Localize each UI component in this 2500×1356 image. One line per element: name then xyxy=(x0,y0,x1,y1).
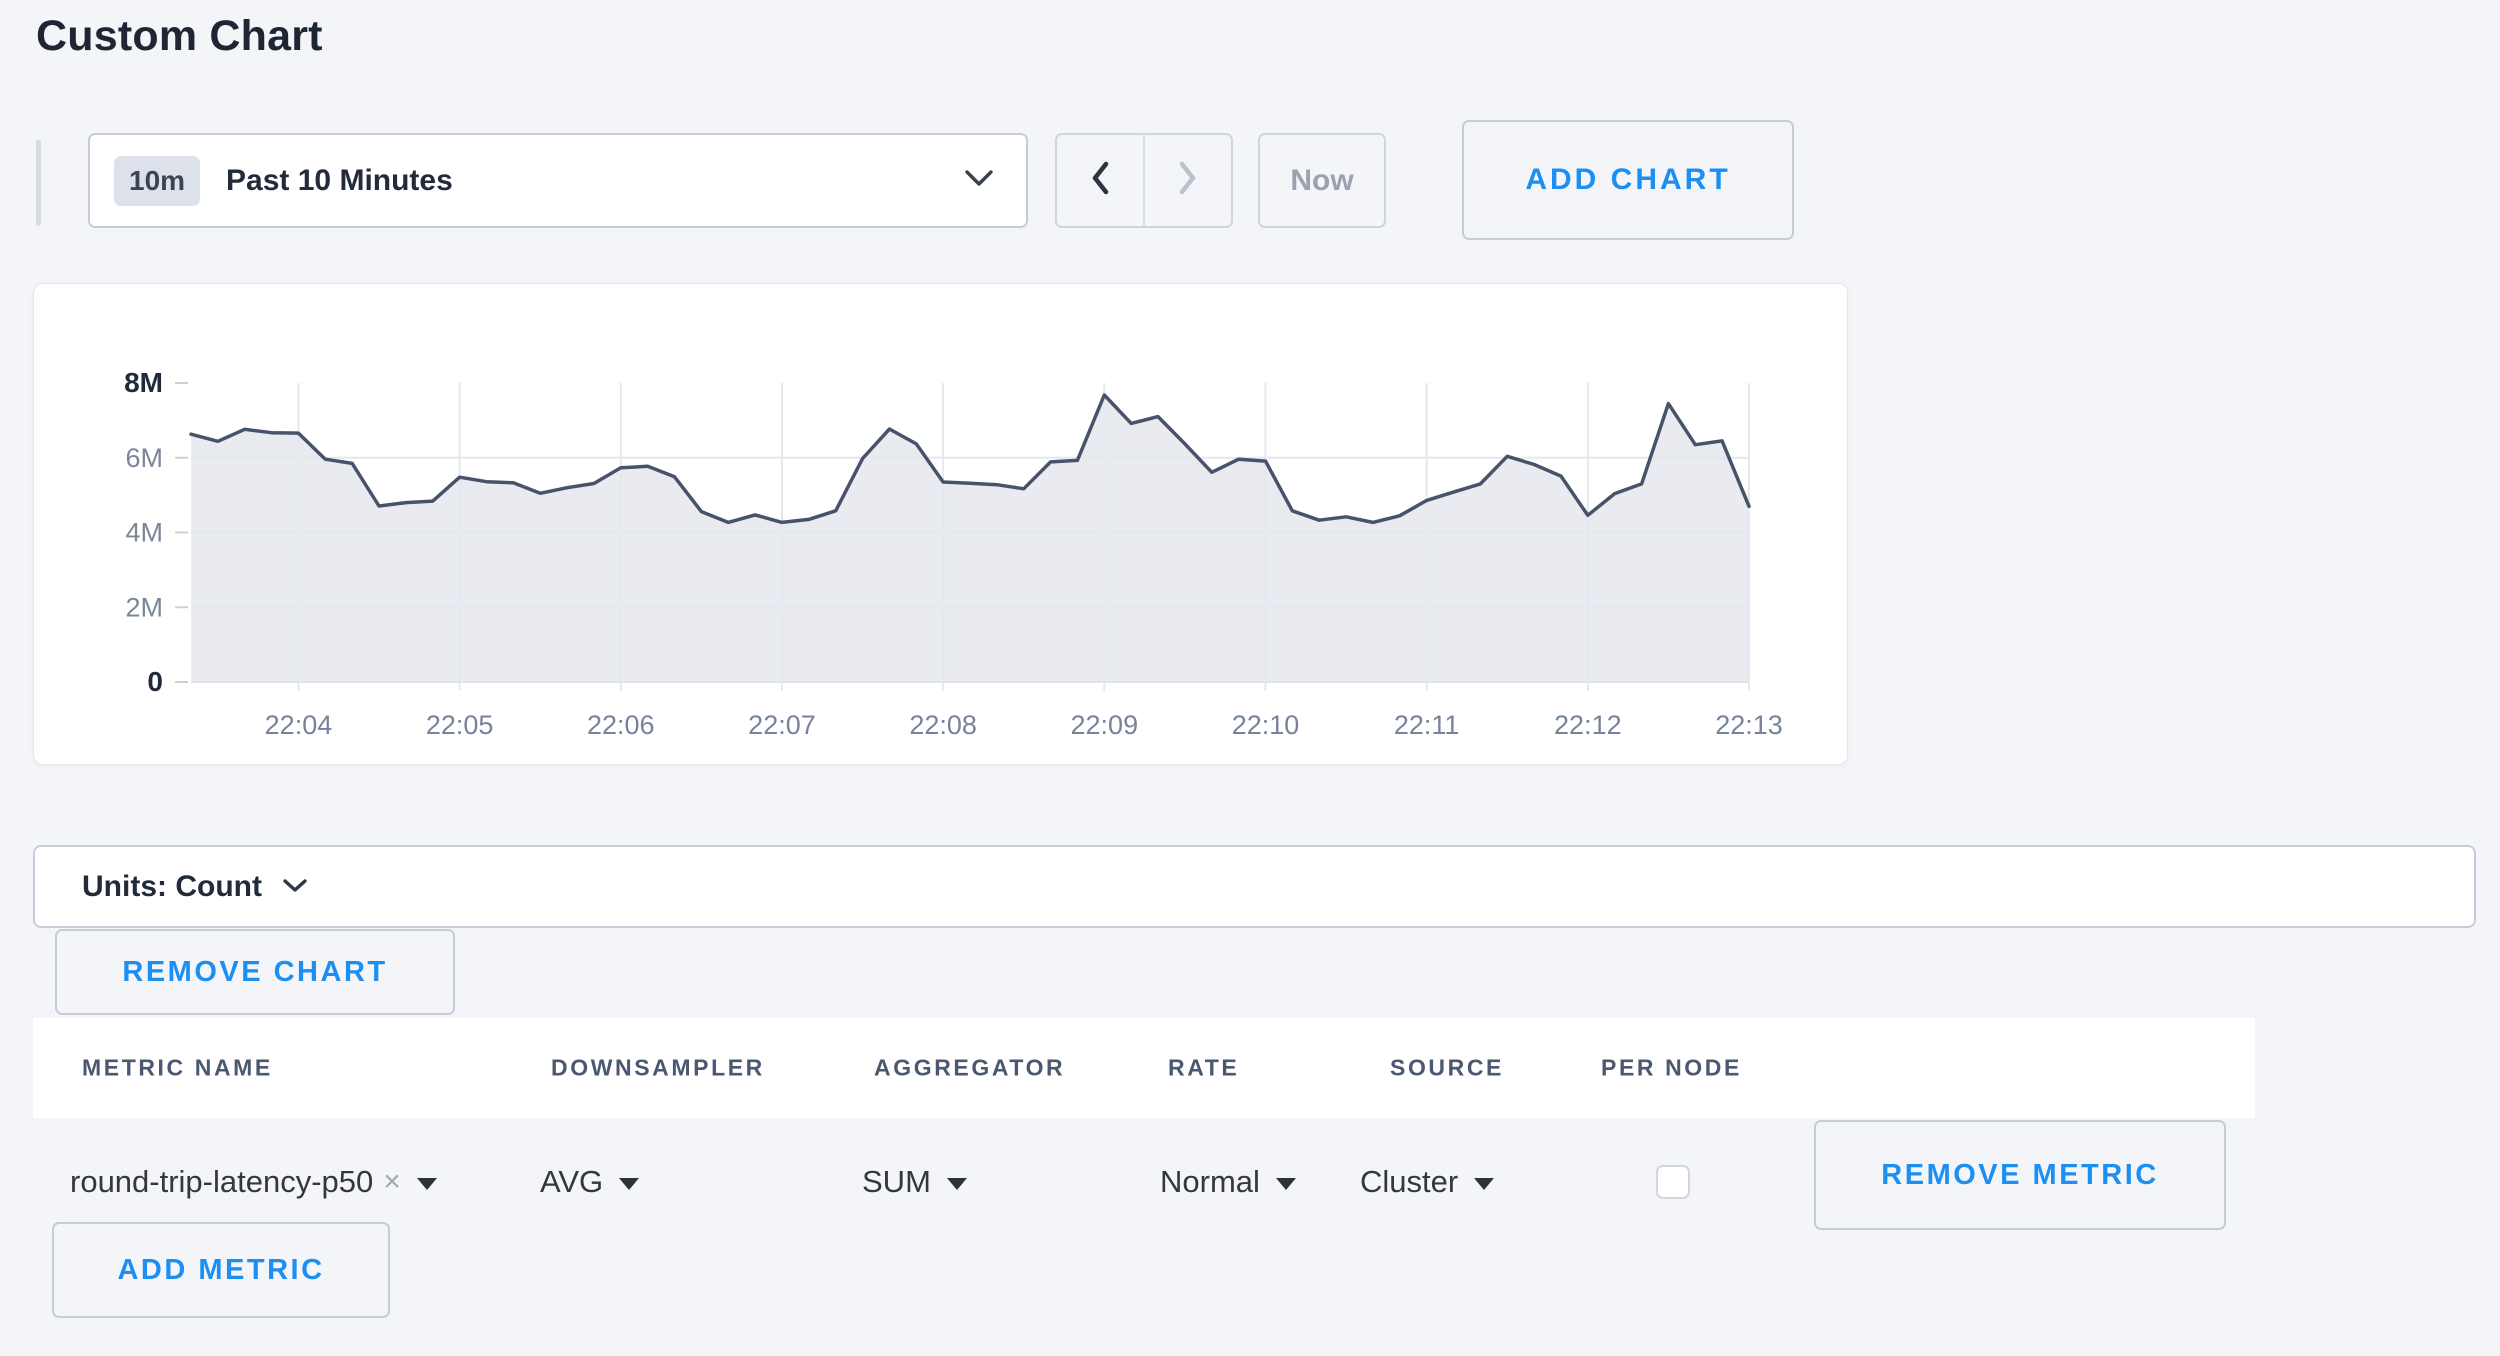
caret-down-icon xyxy=(1275,1178,1296,1190)
metric-name-value: round-trip-latency-p50 xyxy=(70,1164,374,1199)
time-window-label: Past 10 Minutes xyxy=(226,163,453,197)
y-axis-label: 0 xyxy=(147,666,163,697)
caret-down-icon xyxy=(416,1178,437,1190)
units-dropdown[interactable]: Units: Count xyxy=(33,845,2476,928)
aggregator-dropdown[interactable]: SUM xyxy=(862,1164,967,1200)
page-title: Custom Chart xyxy=(36,12,323,60)
y-axis-label: 2M xyxy=(125,592,163,622)
x-axis-label: 22:07 xyxy=(748,710,816,740)
series-area xyxy=(191,395,1749,682)
series-line xyxy=(189,393,1751,525)
x-axis-label: 22:13 xyxy=(1715,710,1783,740)
metric-name-dropdown[interactable]: round-trip-latency-p50 × xyxy=(70,1164,437,1200)
x-axis-label: 22:05 xyxy=(426,710,494,740)
column-header-source: SOURCE xyxy=(1390,1054,1505,1081)
time-window-selector[interactable]: 10m Past 10 Minutes xyxy=(88,133,1028,228)
chart-card: 0 2M 4M 6M 8M 22:04 22:05 22:06 22:07 22:08 22:09 2… xyxy=(33,283,1848,765)
column-header-aggregator: AGGREGATOR xyxy=(874,1054,1066,1081)
units-label: Units: Count xyxy=(82,869,262,903)
column-header-metric-name: METRIC NAME xyxy=(82,1054,273,1081)
x-axis-label: 22:10 xyxy=(1232,710,1300,740)
x-axis-label: 22:12 xyxy=(1554,710,1622,740)
rate-dropdown[interactable]: Normal xyxy=(1160,1164,1296,1200)
caret-down-icon xyxy=(1474,1178,1495,1190)
x-axis-label: 22:04 xyxy=(265,710,333,740)
x-axis-label: 22:06 xyxy=(587,710,655,740)
remove-metric-button[interactable]: REMOVE METRIC xyxy=(1814,1120,2226,1230)
toolbar-accent-bar xyxy=(36,140,41,226)
downsampler-dropdown[interactable]: AVG xyxy=(540,1164,640,1200)
y-axis-label: 6M xyxy=(125,443,163,473)
step-forward-button[interactable] xyxy=(1145,135,1231,226)
add-metric-button[interactable]: ADD METRIC xyxy=(52,1222,390,1318)
x-axis-label: 22:09 xyxy=(1071,710,1139,740)
add-chart-button[interactable]: ADD CHART xyxy=(1462,120,1794,240)
time-step-buttons xyxy=(1055,133,1233,228)
column-header-per-node: PER NODE xyxy=(1601,1054,1742,1081)
x-axis-label: 22:08 xyxy=(909,710,977,740)
caret-down-icon xyxy=(619,1178,640,1190)
step-back-button[interactable] xyxy=(1057,135,1145,226)
per-node-checkbox[interactable] xyxy=(1656,1165,1690,1199)
source-value: Cluster xyxy=(1360,1164,1459,1199)
source-dropdown[interactable]: Cluster xyxy=(1360,1164,1495,1200)
clear-icon[interactable]: × xyxy=(383,1165,401,1198)
downsampler-value: AVG xyxy=(540,1164,604,1199)
x-axis-label: 22:11 xyxy=(1394,710,1460,740)
chevron-left-icon xyxy=(1088,160,1112,201)
column-header-rate: RATE xyxy=(1168,1054,1240,1081)
chevron-down-icon xyxy=(282,878,308,899)
time-window-badge: 10m xyxy=(114,155,201,206)
column-header-downsampler: DOWNSAMPLER xyxy=(551,1054,765,1081)
remove-chart-button[interactable]: REMOVE CHART xyxy=(55,929,455,1015)
aggregator-value: SUM xyxy=(862,1164,931,1199)
rate-value: Normal xyxy=(1160,1164,1260,1199)
y-axis-label: 8M xyxy=(124,367,163,398)
metrics-table-header: METRIC NAME DOWNSAMPLER AGGREGATOR RATE … xyxy=(33,1018,2255,1118)
caret-down-icon xyxy=(946,1178,967,1190)
chevron-right-icon xyxy=(1176,160,1200,201)
y-axis-label: 4M xyxy=(125,518,163,548)
chevron-down-icon xyxy=(964,169,994,193)
timeseries-chart: 0 2M 4M 6M 8M 22:04 22:05 22:06 22:07 22:08 22:09 2… xyxy=(124,367,1783,740)
now-button[interactable]: Now xyxy=(1258,133,1386,228)
